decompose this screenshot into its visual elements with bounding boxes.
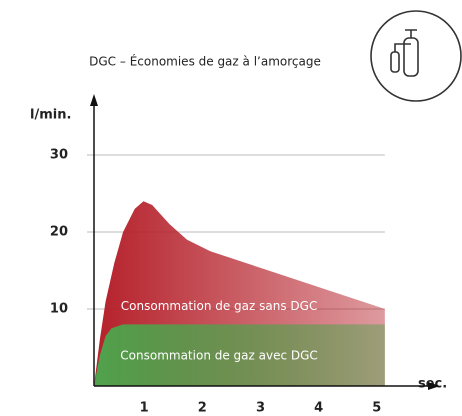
series-label: Consommation de gaz sans DGC (121, 299, 318, 313)
series-label: Consommation de gaz avec DGC (120, 348, 318, 362)
y-tick-label: 20 (50, 225, 68, 240)
area (94, 324, 385, 386)
gas-icon (370, 10, 462, 102)
x-tick-label: 4 (314, 401, 323, 416)
chart-title: DGC – Économies de gaz à l’amorçage (89, 54, 321, 69)
x-tick-label: 3 (256, 401, 265, 416)
y-tick-label: 10 (50, 302, 68, 317)
x-tick-label: 1 (140, 401, 149, 416)
x-tick-label: 2 (198, 401, 207, 416)
y-tick-label: 30 (50, 148, 68, 163)
x-tick-label: 5 (372, 401, 381, 416)
y-axis-label: l/min. (30, 108, 71, 123)
x-axis-arrow (428, 382, 440, 390)
y-axis-arrow (90, 94, 98, 106)
